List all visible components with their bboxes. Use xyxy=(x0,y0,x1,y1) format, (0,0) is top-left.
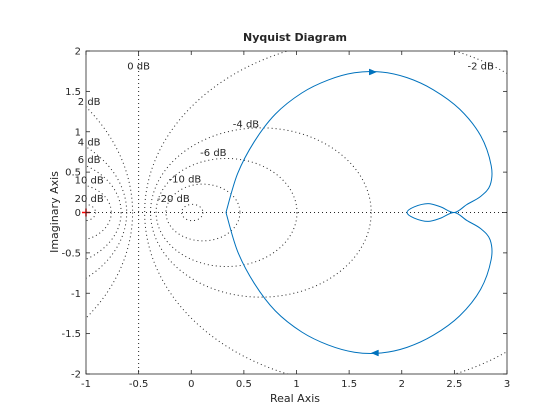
y-tick-label: -2 xyxy=(71,370,81,381)
y-tick-label: 2 xyxy=(75,47,81,58)
y-axis-label: Imaginary Axis xyxy=(48,171,61,253)
x-axis-label: Real Axis xyxy=(270,392,320,405)
db-label: 0 dB xyxy=(127,62,150,73)
x-tick-label: 2.5 xyxy=(446,379,462,390)
db-label: -20 dB xyxy=(157,194,190,205)
db-label: -6 dB xyxy=(200,148,226,159)
y-tick-label: -1 xyxy=(71,289,81,300)
db-label: -4 dB xyxy=(233,120,259,131)
y-tick-label: -0.5 xyxy=(61,248,81,259)
y-tick-label: 0 xyxy=(75,208,81,219)
m-circle-grid-line xyxy=(86,165,122,260)
x-ticks: -1 -0.5 0 0.5 1 1.5 2 2.5 3 xyxy=(81,51,510,390)
x-tick-label: 2 xyxy=(399,379,405,390)
db-label: -10 dB xyxy=(169,175,202,186)
x-tick-label: 1.5 xyxy=(341,379,357,390)
m-circle-grid-line xyxy=(86,185,112,240)
db-label: 2 dB xyxy=(78,97,101,108)
direction-arrows xyxy=(369,68,379,357)
direction-arrow xyxy=(369,68,377,76)
db-label: -2 dB xyxy=(468,62,494,73)
x-tick-label: 0.5 xyxy=(236,379,252,390)
y-tick-label: 1.5 xyxy=(65,87,81,98)
y-tick-label: 0.5 xyxy=(65,168,81,179)
y-tick-label: -1.5 xyxy=(61,329,81,340)
m-circle-grid-line xyxy=(155,157,298,268)
m-circle-grid-line xyxy=(165,183,241,242)
x-tick-label: 1 xyxy=(293,379,299,390)
chart-title: Nyquist Diagram xyxy=(243,31,347,44)
direction-arrow xyxy=(370,349,379,357)
db-label: 6 dB xyxy=(78,155,101,166)
x-tick-label: 3 xyxy=(504,379,510,390)
m-circle-grid-line xyxy=(86,106,134,319)
db-label: 4 dB xyxy=(78,137,101,148)
x-tick-label: -0.5 xyxy=(129,379,149,390)
x-tick-label: -1 xyxy=(81,379,91,390)
plot-area xyxy=(86,51,507,374)
x-tick-label: 0 xyxy=(188,379,194,390)
m-circle-grid-line xyxy=(86,203,97,222)
y-tick-label: 1 xyxy=(75,127,81,138)
m-circle-grid-line xyxy=(150,127,372,298)
db-labels: 0 dB -2 dB 2 dB -4 dB 4 dB -6 dB 6 dB -10 dB 10 … xyxy=(75,62,494,205)
db-label: 20 dB xyxy=(75,194,104,205)
y-ticks: 2 1.5 1 0.5 0 -0.5 -1 -1.5 -2 xyxy=(61,47,507,381)
db-label: 10 dB xyxy=(75,175,104,186)
